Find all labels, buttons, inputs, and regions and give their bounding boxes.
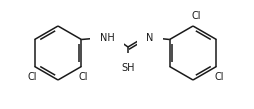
Text: Cl: Cl	[28, 72, 37, 82]
Text: Cl: Cl	[214, 72, 223, 82]
Text: SH: SH	[121, 63, 134, 73]
Text: N: N	[146, 33, 153, 43]
Text: NH: NH	[99, 33, 114, 43]
Text: Cl: Cl	[78, 72, 88, 82]
Text: Cl: Cl	[190, 11, 200, 21]
